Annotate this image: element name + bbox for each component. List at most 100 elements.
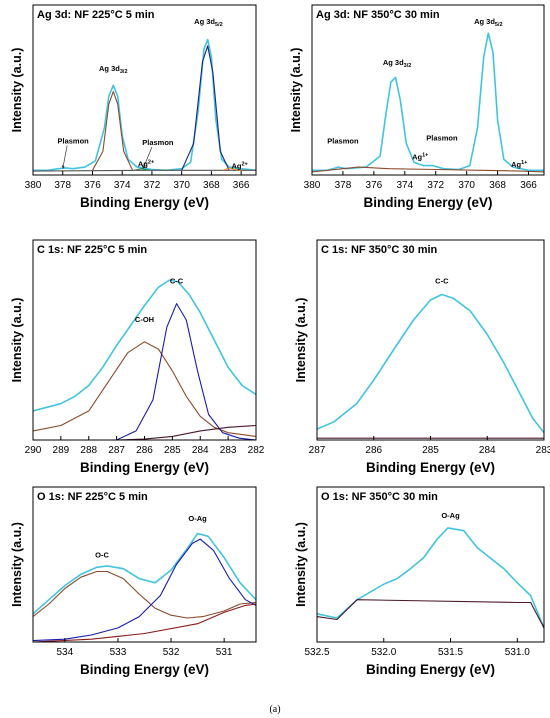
series-line-3: [32, 538, 257, 642]
series-line-1: [316, 293, 545, 434]
x-tick-label: 285: [422, 445, 439, 456]
chart-title: C 1s: NF 350°C 30 min: [321, 244, 438, 256]
x-tick-label: 287: [309, 445, 326, 456]
x-axis-label: Binding Energy (eV): [80, 460, 209, 475]
plot-frame: [316, 486, 545, 643]
series-line-1: [32, 532, 257, 615]
x-tick-label: 531.5: [438, 647, 463, 658]
x-tick-label: 284: [479, 445, 496, 456]
x-tick-label: 372: [144, 180, 161, 191]
x-tick-label: 283: [220, 445, 237, 456]
chart-panel-6: O 1s: NF 350°C 30 min 532.5 532.0 531.5 531.…: [294, 486, 545, 677]
x-tick-label: 376: [366, 180, 383, 191]
peak-annotation: Ag2+: [138, 159, 154, 168]
x-tick-label: 366: [520, 180, 537, 191]
x-tick-label: 370: [458, 180, 475, 191]
x-tick-label: 283: [536, 445, 550, 456]
x-tick-label: 380: [25, 180, 42, 191]
x-tick-label: 534: [57, 647, 74, 658]
series-line-3: [92, 91, 134, 171]
y-axis-label: Intensity (a.u.): [10, 522, 24, 607]
peak-annotation: Ag 3d3/2: [383, 58, 412, 69]
x-tick-label: 533: [110, 647, 127, 658]
peak-annotation: Plasmon: [142, 138, 174, 147]
series-line-1: [32, 279, 257, 412]
figure-caption: (a): [269, 704, 280, 715]
x-tick-label: 287: [108, 445, 125, 456]
peak-annotation: Plasmon: [426, 133, 458, 142]
x-tick-label: 372: [427, 180, 444, 191]
x-tick-label: 531: [216, 647, 233, 658]
annotation-arrow: [62, 145, 68, 169]
chart-panel-5: O 1s: NF 225°C 5 min 534 533 532 531 Binding …: [10, 486, 257, 677]
peak-annotation: Ag 3d3/2: [99, 64, 128, 75]
y-axis-label: Intensity (a.u.): [289, 48, 303, 133]
chart-title: Ag 3d: NF 225°C 5 min: [37, 9, 155, 21]
y-axis-label: Intensity (a.u.): [10, 48, 24, 133]
peak-annotation: Ag1+: [412, 152, 428, 161]
x-tick-label: 290: [25, 445, 42, 456]
plot-frame: [32, 486, 257, 643]
peak-annotation: Ag 3d5/2: [474, 17, 503, 28]
peak-annotation: Ag1+: [511, 160, 527, 169]
chart-title: Ag 3d: NF 350°C 30 min: [316, 9, 440, 21]
series-line-2: [32, 570, 257, 619]
series-line-1: [33, 38, 257, 172]
chart-panel-1: Ag 3d: NF 225°C 5 min 380 378 376 374 372 370 3…: [10, 4, 257, 210]
peak-annotation: C-OH: [135, 315, 154, 324]
x-tick-label: 376: [84, 180, 101, 191]
x-tick-label: 368: [489, 180, 506, 191]
x-tick-label: 374: [114, 180, 131, 191]
series-line-4: [181, 45, 230, 171]
chart-title: C 1s: NF 225°C 5 min: [37, 244, 147, 256]
chart-panel-4: C 1s: NF 350°C 30 min 287 286 285 284 283 Bind…: [294, 239, 550, 475]
peak-annotation: Plasmon: [58, 137, 90, 146]
x-tick-label: 366: [233, 180, 250, 191]
annotation-arrowhead: [61, 164, 65, 169]
chart-panel-3: C 1s: NF 225°C 5 min 290 289 288 287 286 285 28…: [10, 239, 265, 475]
x-tick-label: 532.0: [371, 647, 396, 658]
plot-frame: [316, 239, 545, 441]
peak-annotation: Plasmon: [327, 137, 359, 146]
x-tick-label: 288: [80, 445, 97, 456]
x-tick-label: 289: [53, 445, 70, 456]
x-axis-label: Binding Energy (eV): [80, 195, 209, 210]
series-line-4: [32, 603, 257, 643]
x-tick-label: 368: [203, 180, 220, 191]
peak-annotation: Ag2+: [232, 162, 248, 171]
series-line-2: [311, 166, 545, 173]
x-tick-label: 286: [136, 445, 153, 456]
series-line-2: [32, 341, 257, 437]
plot-frame: [311, 4, 545, 176]
series-line-1: [312, 32, 544, 172]
peak-annotation: O-C: [95, 550, 109, 559]
x-tick-label: 286: [365, 445, 382, 456]
chart-panel-2: Ag 3d: NF 350°C 30 min 380 378 376 374 372 370…: [289, 4, 545, 210]
series-line-3: [116, 303, 257, 441]
x-tick-label: 380: [304, 180, 321, 191]
x-axis-label: Binding Energy (eV): [366, 662, 495, 677]
annotation-arrowhead: [142, 164, 146, 169]
y-axis-label: Intensity (a.u.): [294, 298, 308, 383]
x-tick-label: 532.5: [304, 647, 329, 658]
peak-annotation: O-Ag: [441, 511, 460, 520]
x-tick-label: 378: [54, 180, 71, 191]
series-line-5: [223, 167, 242, 171]
x-tick-label: 374: [396, 180, 413, 191]
x-axis-label: Binding Energy (eV): [363, 195, 492, 210]
chart-title: O 1s: NF 225°C 5 min: [37, 491, 148, 503]
peak-annotation: C-C: [170, 277, 184, 286]
x-tick-label: 370: [173, 180, 190, 191]
peak-annotation: C-C: [435, 277, 449, 286]
x-tick-label: 285: [164, 445, 181, 456]
x-tick-label: 532: [163, 647, 180, 658]
x-axis-label: Binding Energy (eV): [366, 460, 495, 475]
y-axis-label: Intensity (a.u.): [10, 298, 24, 383]
peak-annotation: O-Ag: [188, 514, 207, 523]
x-tick-label: 282: [248, 445, 265, 456]
x-tick-label: 284: [192, 445, 209, 456]
annotation-arrow: [142, 146, 153, 169]
plot-frame: [32, 239, 257, 441]
x-tick-label: 531.0: [505, 647, 530, 658]
